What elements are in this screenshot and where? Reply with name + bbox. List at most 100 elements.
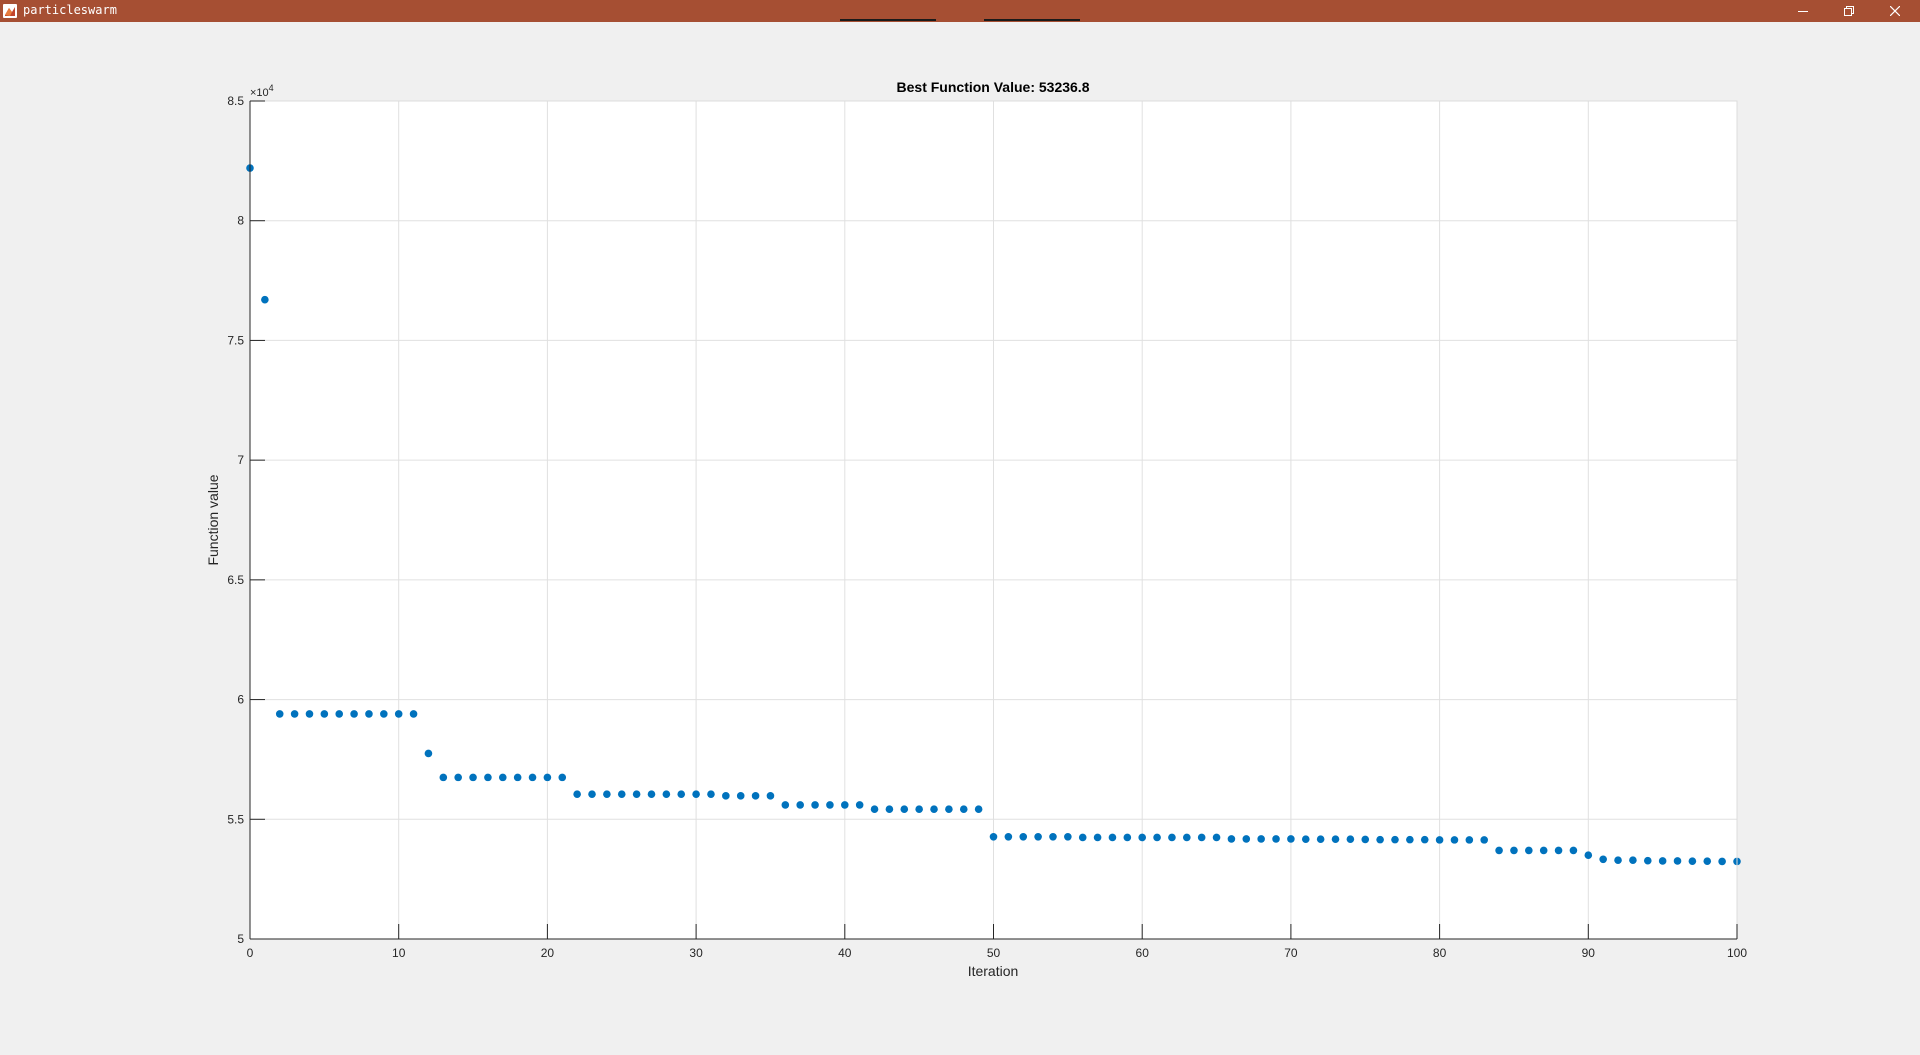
data-point xyxy=(1257,835,1265,843)
close-icon xyxy=(1890,6,1900,16)
y-exponent-power: 4 xyxy=(269,83,274,93)
x-tick-label: 20 xyxy=(541,946,555,960)
data-point xyxy=(751,792,760,800)
data-point xyxy=(528,773,537,782)
x-tick-label: 80 xyxy=(1433,946,1447,960)
close-button[interactable] xyxy=(1872,0,1918,22)
data-point xyxy=(870,805,879,814)
data-point xyxy=(1643,856,1652,865)
y-exponent-label: ×104 xyxy=(250,83,274,99)
y-tick-label: 8.5 xyxy=(227,94,244,108)
data-point xyxy=(1391,835,1399,844)
data-point xyxy=(484,773,492,782)
data-point xyxy=(1183,833,1191,842)
data-point xyxy=(380,710,388,718)
data-point xyxy=(989,832,998,841)
data-point xyxy=(1495,846,1503,855)
matlab-figure-icon xyxy=(3,4,17,18)
minimize-button[interactable] xyxy=(1780,0,1826,22)
scatter-chart[interactable]: 0 10 20 30 40 50 60 70 80 90 100 55.566.577.588.5 … xyxy=(0,22,1920,1050)
data-point xyxy=(1420,835,1429,844)
x-tick-label: 10 xyxy=(392,946,406,960)
restore-button[interactable] xyxy=(1826,0,1872,22)
data-point xyxy=(1376,835,1384,844)
y-axis-ticks: 5 5.5 6 6.5 7 7.5 8 8.5 xyxy=(227,94,265,946)
data-point xyxy=(1301,835,1310,843)
data-point xyxy=(1346,835,1355,843)
y-tick-label: 6.5 xyxy=(227,573,244,587)
data-point xyxy=(617,790,626,798)
data-point xyxy=(1554,846,1563,855)
data-point xyxy=(930,805,938,814)
x-tick-label: 50 xyxy=(987,946,1001,960)
data-point xyxy=(915,805,923,814)
data-point xyxy=(1614,856,1622,865)
data-point xyxy=(1629,856,1637,865)
data-point xyxy=(692,790,700,798)
y-tick-label: 7 xyxy=(237,453,244,467)
chart-title: Best Function Value: 53236.8 xyxy=(897,79,1090,95)
data-point xyxy=(365,710,373,718)
data-point xyxy=(1510,846,1518,855)
data-point xyxy=(1078,833,1087,842)
data-point xyxy=(1019,832,1028,841)
x-tick-label: 70 xyxy=(1284,946,1298,960)
data-points xyxy=(246,164,1741,866)
data-point xyxy=(811,801,819,809)
data-point xyxy=(305,710,314,718)
data-point xyxy=(1123,833,1132,842)
data-point xyxy=(409,710,418,718)
data-point xyxy=(1212,833,1221,842)
data-point xyxy=(1064,832,1072,841)
data-point xyxy=(320,710,329,718)
data-point xyxy=(1138,833,1146,842)
data-point xyxy=(543,773,552,782)
data-point xyxy=(959,805,968,814)
data-point xyxy=(662,790,671,798)
data-point xyxy=(1108,833,1117,842)
data-point xyxy=(1673,857,1682,865)
y-exponent-base: ×10 xyxy=(250,87,269,99)
window-title: particleswarm xyxy=(23,3,117,17)
data-point xyxy=(1450,836,1459,844)
data-point xyxy=(1197,833,1206,842)
data-point xyxy=(1168,833,1176,842)
data-point xyxy=(1599,855,1607,864)
data-point xyxy=(394,710,403,718)
data-point xyxy=(603,790,611,798)
data-point xyxy=(855,801,864,809)
x-tick-label: 30 xyxy=(689,946,703,960)
x-tick-label: 100 xyxy=(1727,946,1747,960)
data-point xyxy=(290,710,299,718)
data-point xyxy=(275,710,284,718)
y-tick-label: 6 xyxy=(237,693,244,707)
data-point xyxy=(945,805,953,814)
x-tick-label: 90 xyxy=(1582,946,1596,960)
minimize-icon xyxy=(1798,11,1808,12)
data-point xyxy=(1480,836,1489,844)
data-point xyxy=(1658,857,1667,865)
data-point xyxy=(647,790,656,798)
window-titlebar: particleswarm xyxy=(0,0,1920,22)
y-axis-label: Function value xyxy=(205,474,221,565)
data-point xyxy=(1361,835,1370,844)
data-point xyxy=(1688,857,1697,865)
data-point xyxy=(1435,836,1444,844)
data-point xyxy=(573,790,581,798)
data-point xyxy=(1569,846,1578,855)
x-axis-ticks: 0 10 20 30 40 50 60 70 80 90 100 xyxy=(247,924,1747,960)
data-point xyxy=(736,792,745,800)
data-point xyxy=(588,790,596,798)
x-tick-label: 60 xyxy=(1136,946,1150,960)
data-point xyxy=(632,790,641,798)
data-point xyxy=(558,773,567,782)
data-point xyxy=(439,773,448,782)
y-tick-label: 8 xyxy=(237,214,244,228)
data-point xyxy=(424,749,433,758)
data-point xyxy=(1227,835,1236,843)
data-point xyxy=(1272,835,1280,843)
data-point xyxy=(900,805,909,814)
x-axis-label: Iteration xyxy=(968,963,1019,979)
data-point xyxy=(796,801,804,809)
y-tick-label: 7.5 xyxy=(227,333,244,347)
